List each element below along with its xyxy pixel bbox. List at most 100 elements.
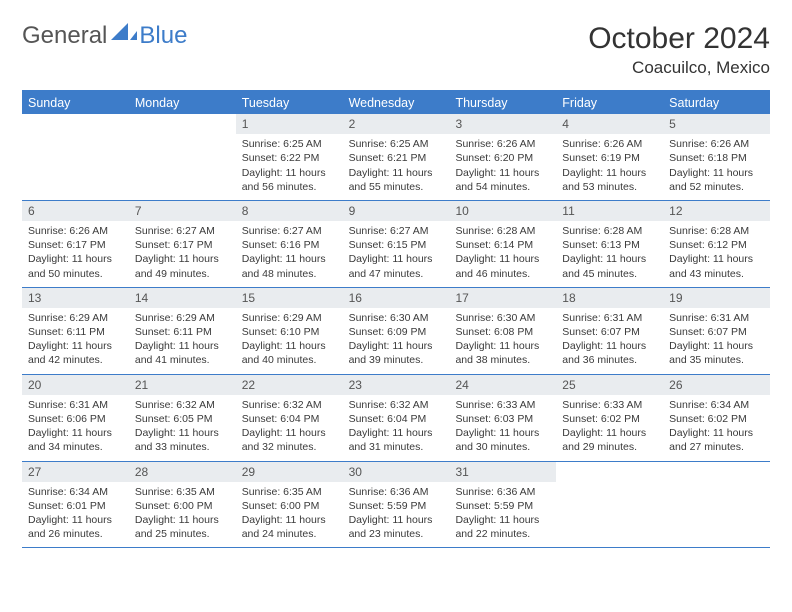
day-number: 15	[236, 288, 343, 308]
daylight-text: Daylight: 11 hours and 25 minutes.	[135, 513, 230, 541]
day-body: Sunrise: 6:28 AMSunset: 6:14 PMDaylight:…	[449, 221, 556, 287]
daylight-text: Daylight: 11 hours and 36 minutes.	[562, 339, 657, 367]
sunrise-text: Sunrise: 6:34 AM	[28, 485, 123, 499]
day-number: 28	[129, 462, 236, 482]
sunset-text: Sunset: 6:08 PM	[455, 325, 550, 339]
day-cell: 25Sunrise: 6:33 AMSunset: 6:02 PMDayligh…	[556, 375, 663, 461]
day-number: 4	[556, 114, 663, 134]
day-cell: 1Sunrise: 6:25 AMSunset: 6:22 PMDaylight…	[236, 114, 343, 200]
day-number: 21	[129, 375, 236, 395]
sunrise-text: Sunrise: 6:29 AM	[28, 311, 123, 325]
day-body: Sunrise: 6:26 AMSunset: 6:19 PMDaylight:…	[556, 134, 663, 200]
day-number: 25	[556, 375, 663, 395]
sunset-text: Sunset: 6:18 PM	[669, 151, 764, 165]
sunset-text: Sunset: 6:02 PM	[562, 412, 657, 426]
daylight-text: Daylight: 11 hours and 55 minutes.	[349, 166, 444, 194]
sunset-text: Sunset: 6:04 PM	[349, 412, 444, 426]
day-cell: .	[22, 114, 129, 200]
day-body: Sunrise: 6:25 AMSunset: 6:22 PMDaylight:…	[236, 134, 343, 200]
day-body: Sunrise: 6:25 AMSunset: 6:21 PMDaylight:…	[343, 134, 450, 200]
weeks-container: ..1Sunrise: 6:25 AMSunset: 6:22 PMDaylig…	[22, 114, 770, 548]
day-header: Thursday	[449, 92, 556, 114]
sunset-text: Sunset: 6:09 PM	[349, 325, 444, 339]
sunrise-text: Sunrise: 6:32 AM	[135, 398, 230, 412]
day-cell: 5Sunrise: 6:26 AMSunset: 6:18 PMDaylight…	[663, 114, 770, 200]
daylight-text: Daylight: 11 hours and 23 minutes.	[349, 513, 444, 541]
daylight-text: Daylight: 11 hours and 49 minutes.	[135, 252, 230, 280]
day-cell: 22Sunrise: 6:32 AMSunset: 6:04 PMDayligh…	[236, 375, 343, 461]
day-header: Friday	[556, 92, 663, 114]
day-body: Sunrise: 6:32 AMSunset: 6:05 PMDaylight:…	[129, 395, 236, 461]
day-body: Sunrise: 6:33 AMSunset: 6:03 PMDaylight:…	[449, 395, 556, 461]
daylight-text: Daylight: 11 hours and 50 minutes.	[28, 252, 123, 280]
day-cell: 2Sunrise: 6:25 AMSunset: 6:21 PMDaylight…	[343, 114, 450, 200]
day-number: 18	[556, 288, 663, 308]
daylight-text: Daylight: 11 hours and 27 minutes.	[669, 426, 764, 454]
sunset-text: Sunset: 6:15 PM	[349, 238, 444, 252]
week-row: 27Sunrise: 6:34 AMSunset: 6:01 PMDayligh…	[22, 462, 770, 549]
sunset-text: Sunset: 5:59 PM	[349, 499, 444, 513]
day-body: Sunrise: 6:31 AMSunset: 6:06 PMDaylight:…	[22, 395, 129, 461]
day-cell: 19Sunrise: 6:31 AMSunset: 6:07 PMDayligh…	[663, 288, 770, 374]
sunrise-text: Sunrise: 6:36 AM	[455, 485, 550, 499]
sunset-text: Sunset: 6:17 PM	[28, 238, 123, 252]
daylight-text: Daylight: 11 hours and 31 minutes.	[349, 426, 444, 454]
day-number: 20	[22, 375, 129, 395]
sunrise-text: Sunrise: 6:27 AM	[242, 224, 337, 238]
sunrise-text: Sunrise: 6:26 AM	[669, 137, 764, 151]
day-number: 2	[343, 114, 450, 134]
sunrise-text: Sunrise: 6:25 AM	[242, 137, 337, 151]
day-number: 30	[343, 462, 450, 482]
day-body: Sunrise: 6:33 AMSunset: 6:02 PMDaylight:…	[556, 395, 663, 461]
day-number: 3	[449, 114, 556, 134]
sunrise-text: Sunrise: 6:30 AM	[349, 311, 444, 325]
sunset-text: Sunset: 6:11 PM	[28, 325, 123, 339]
header: General Blue October 2024 Coacuilco, Mex…	[22, 22, 770, 78]
daylight-text: Daylight: 11 hours and 45 minutes.	[562, 252, 657, 280]
day-body: Sunrise: 6:29 AMSunset: 6:11 PMDaylight:…	[22, 308, 129, 374]
sunrise-text: Sunrise: 6:27 AM	[349, 224, 444, 238]
sunset-text: Sunset: 6:07 PM	[669, 325, 764, 339]
day-body: Sunrise: 6:34 AMSunset: 6:02 PMDaylight:…	[663, 395, 770, 461]
sunset-text: Sunset: 6:06 PM	[28, 412, 123, 426]
sunset-text: Sunset: 6:20 PM	[455, 151, 550, 165]
daylight-text: Daylight: 11 hours and 47 minutes.	[349, 252, 444, 280]
day-body: Sunrise: 6:31 AMSunset: 6:07 PMDaylight:…	[663, 308, 770, 374]
logo-text-blue: Blue	[139, 22, 187, 50]
daylight-text: Daylight: 11 hours and 43 minutes.	[669, 252, 764, 280]
day-header: Wednesday	[343, 92, 450, 114]
logo: General Blue	[22, 22, 187, 50]
sunrise-text: Sunrise: 6:25 AM	[349, 137, 444, 151]
day-number: 10	[449, 201, 556, 221]
day-body: Sunrise: 6:26 AMSunset: 6:17 PMDaylight:…	[22, 221, 129, 287]
sunrise-text: Sunrise: 6:29 AM	[242, 311, 337, 325]
day-body: Sunrise: 6:32 AMSunset: 6:04 PMDaylight:…	[343, 395, 450, 461]
day-cell: 18Sunrise: 6:31 AMSunset: 6:07 PMDayligh…	[556, 288, 663, 374]
day-cell: 30Sunrise: 6:36 AMSunset: 5:59 PMDayligh…	[343, 462, 450, 548]
sunrise-text: Sunrise: 6:27 AM	[135, 224, 230, 238]
day-cell: 6Sunrise: 6:26 AMSunset: 6:17 PMDaylight…	[22, 201, 129, 287]
day-cell: 21Sunrise: 6:32 AMSunset: 6:05 PMDayligh…	[129, 375, 236, 461]
day-body: Sunrise: 6:32 AMSunset: 6:04 PMDaylight:…	[236, 395, 343, 461]
day-cell: 13Sunrise: 6:29 AMSunset: 6:11 PMDayligh…	[22, 288, 129, 374]
day-body: Sunrise: 6:29 AMSunset: 6:10 PMDaylight:…	[236, 308, 343, 374]
day-number: 11	[556, 201, 663, 221]
day-cell: 24Sunrise: 6:33 AMSunset: 6:03 PMDayligh…	[449, 375, 556, 461]
sunrise-text: Sunrise: 6:26 AM	[562, 137, 657, 151]
day-number: 26	[663, 375, 770, 395]
sunset-text: Sunset: 6:03 PM	[455, 412, 550, 426]
sunrise-text: Sunrise: 6:28 AM	[455, 224, 550, 238]
week-row: 6Sunrise: 6:26 AMSunset: 6:17 PMDaylight…	[22, 201, 770, 288]
day-cell: 7Sunrise: 6:27 AMSunset: 6:17 PMDaylight…	[129, 201, 236, 287]
day-number: 6	[22, 201, 129, 221]
sunrise-text: Sunrise: 6:26 AM	[455, 137, 550, 151]
day-cell: 8Sunrise: 6:27 AMSunset: 6:16 PMDaylight…	[236, 201, 343, 287]
sunset-text: Sunset: 6:01 PM	[28, 499, 123, 513]
day-cell: 31Sunrise: 6:36 AMSunset: 5:59 PMDayligh…	[449, 462, 556, 548]
sunset-text: Sunset: 5:59 PM	[455, 499, 550, 513]
sunset-text: Sunset: 6:14 PM	[455, 238, 550, 252]
daylight-text: Daylight: 11 hours and 33 minutes.	[135, 426, 230, 454]
logo-text-general: General	[22, 22, 107, 50]
day-body: Sunrise: 6:31 AMSunset: 6:07 PMDaylight:…	[556, 308, 663, 374]
sunrise-text: Sunrise: 6:35 AM	[242, 485, 337, 499]
